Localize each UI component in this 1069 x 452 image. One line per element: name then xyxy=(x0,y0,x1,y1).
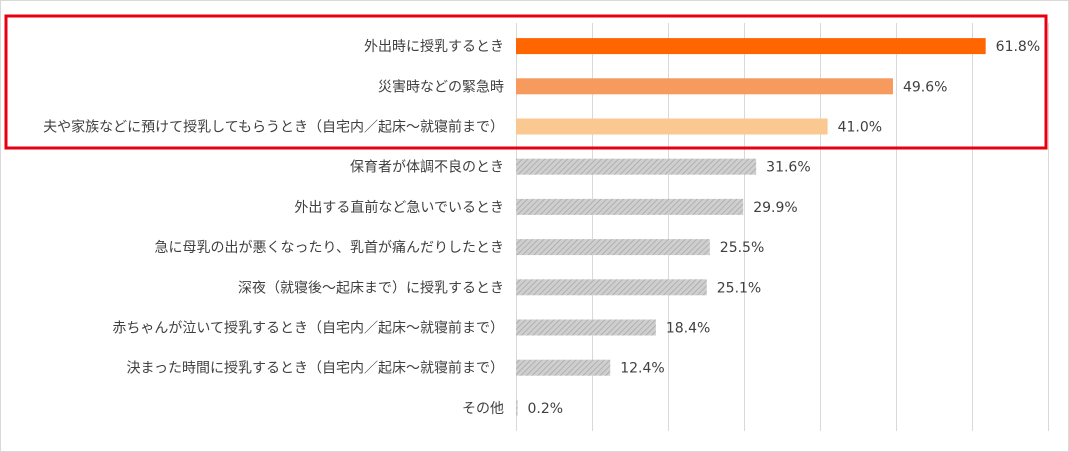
value-label: 31.6% xyxy=(766,160,810,176)
category-label: 急に母乳の出が悪くなったり、乳首が痛んだりしたとき xyxy=(155,239,504,256)
value-label: 41.0% xyxy=(838,120,882,136)
bar xyxy=(516,78,893,95)
bar xyxy=(516,158,757,175)
category-label: 赤ちゃんが泣いて授乳するとき（自宅内／起床〜就寝前まで） xyxy=(112,320,504,337)
bar xyxy=(516,239,710,256)
category-label: 外出する直前など急いでいるとき xyxy=(294,199,504,216)
category-label: 外出時に授乳するとき xyxy=(364,39,504,55)
category-labels: 外出時に授乳するとき災害時などの緊急時夫や家族などに預けて授乳してもらうとき（自… xyxy=(43,39,504,417)
bars xyxy=(516,38,986,416)
value-labels: 61.8% 49.6% 41.0% 31.6% 29.9% 25.5% 25.1% 18.4%… xyxy=(528,39,1041,417)
highlight-box xyxy=(4,14,1048,150)
value-label: 18.4% xyxy=(666,321,710,337)
value-label: 29.9% xyxy=(753,200,797,216)
value-label: 0.2% xyxy=(528,401,564,417)
bar xyxy=(516,118,828,135)
value-label: 25.5% xyxy=(720,240,764,256)
value-label: 61.8% xyxy=(996,39,1040,55)
category-label: 災害時などの緊急時 xyxy=(378,79,504,95)
value-label: 12.4% xyxy=(620,361,664,377)
bar xyxy=(516,198,744,215)
bar xyxy=(516,359,611,376)
category-label: 保育者が体調不良のとき xyxy=(350,160,504,176)
bar xyxy=(516,38,986,55)
bar xyxy=(516,279,707,296)
bar xyxy=(516,399,518,416)
category-label: 夫や家族などに預けて授乳してもらうとき（自宅内／起床〜就寝前まで） xyxy=(43,119,504,136)
category-label: その他 xyxy=(462,401,504,417)
value-label: 49.6% xyxy=(903,79,947,95)
bar xyxy=(516,319,656,336)
category-label: 決まった時間に授乳するとき（自宅内／起床〜就寝前まで） xyxy=(127,360,504,377)
category-label: 深夜（就寝後〜起床まで）に授乳するとき xyxy=(238,279,504,296)
value-label: 25.1% xyxy=(717,280,761,296)
